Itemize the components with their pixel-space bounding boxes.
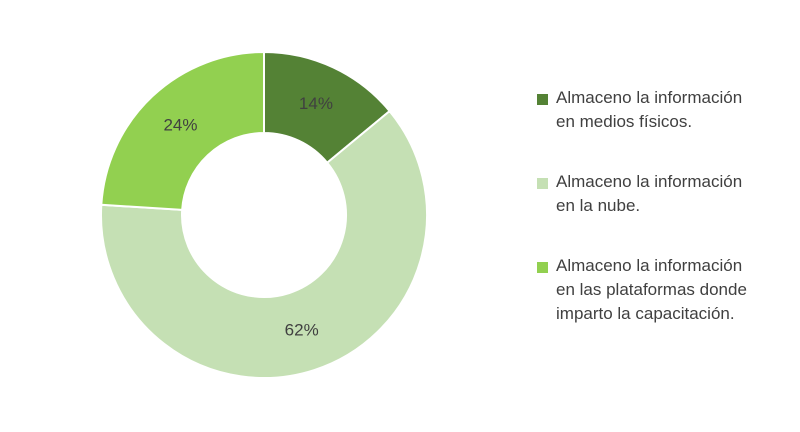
donut-slice-cloud [100, 109, 428, 379]
legend-swatch-cloud [537, 178, 548, 189]
donut-slice-training-platforms [100, 50, 265, 211]
slice-value-label-training-platforms: 24% [163, 116, 197, 135]
legend-item-training-platforms: Almaceno la información en las plataform… [537, 254, 797, 326]
legend-swatch-training-platforms [537, 262, 548, 273]
legend-item-cloud: Almaceno la información en la nube. [537, 170, 797, 218]
legend-swatch-physical-media [537, 94, 548, 105]
legend-label-cloud: Almaceno la información en la nube. [556, 172, 743, 215]
legend-item-physical-media: Almaceno la información en medios físico… [537, 86, 797, 134]
slice-value-label-cloud: 62% [285, 321, 319, 340]
legend-label-training-platforms: Almaceno la información en las plataform… [556, 256, 747, 323]
slice-value-label-physical-media: 14% [299, 94, 333, 113]
legend-label-physical-media: Almaceno la información en medios físico… [556, 88, 743, 131]
chart-legend: Almaceno la información en medios físico… [537, 86, 797, 362]
